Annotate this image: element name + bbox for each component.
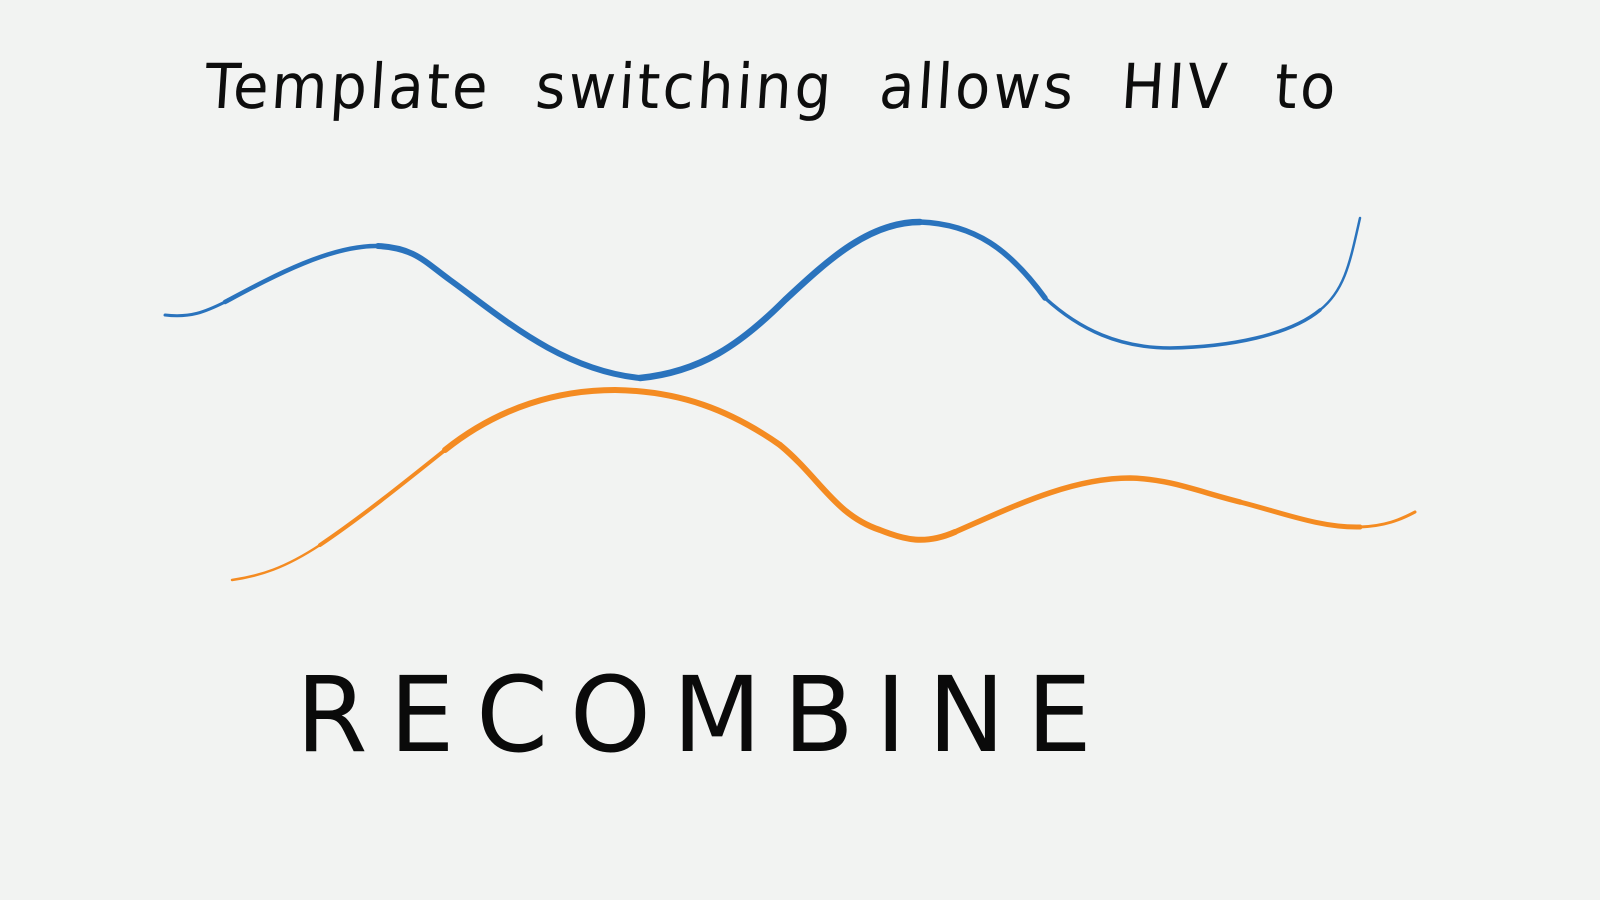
orange-strand (230, 387, 1417, 582)
blue-strand-segment (917, 219, 1048, 301)
orange-strand-segment (230, 543, 322, 582)
blue-strand-segment (375, 243, 643, 381)
blue-strand-segment (1318, 216, 1362, 312)
orange-strand-segment (442, 387, 783, 453)
orange-strand-segment (1237, 499, 1363, 530)
orange-strand-segment (318, 448, 447, 547)
orange-strand-segment (777, 442, 958, 543)
blue-strand (163, 216, 1362, 382)
blue-strand-segment (636, 218, 924, 382)
orange-strand-segment (952, 475, 1243, 535)
orange-strand-segment (1358, 510, 1417, 529)
blue-strand-segment (163, 300, 227, 318)
blue-strand-segment (1043, 296, 1322, 350)
blue-strand-segment (222, 243, 381, 305)
recombine-word: RECOMBINE (296, 654, 1114, 776)
